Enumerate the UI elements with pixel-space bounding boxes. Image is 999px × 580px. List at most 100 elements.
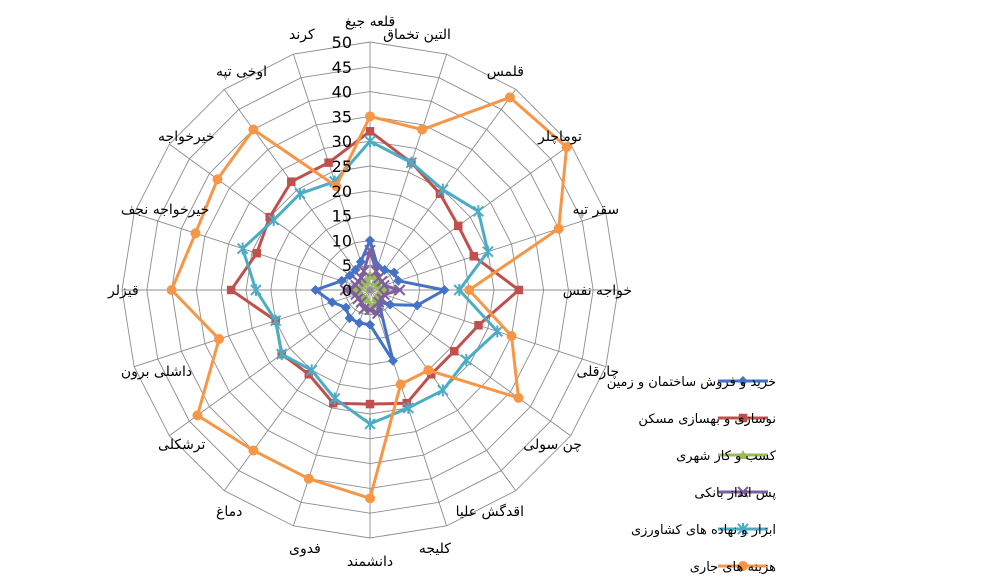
tick-label: 5 <box>342 256 352 275</box>
legend-item: نوسازی و بهسازی مسکن <box>638 412 776 427</box>
legend-item: هزینه های جاری <box>690 560 776 575</box>
category-label: سقر تپه <box>573 202 620 218</box>
data-point <box>402 401 415 414</box>
data-point <box>226 285 236 295</box>
data-point <box>355 272 367 284</box>
data-point <box>250 284 262 296</box>
tick-label: 40 <box>332 83 352 102</box>
grid-spoke <box>369 143 571 291</box>
data-point <box>553 223 564 234</box>
series-line <box>170 95 569 500</box>
data-point <box>738 561 748 571</box>
category-label: خیرخواجه نجف <box>121 202 209 218</box>
legend-label: پس انداز بانکی <box>694 486 776 501</box>
category-label: کلیجه <box>419 541 451 557</box>
data-point <box>371 307 384 320</box>
data-point <box>405 156 418 169</box>
tick-label: 35 <box>332 107 352 126</box>
data-point <box>491 325 504 338</box>
data-point <box>378 279 390 292</box>
data-point <box>267 214 280 227</box>
data-point <box>454 221 463 231</box>
category-label: خواجه نفس <box>563 283 632 299</box>
data-point <box>365 493 375 504</box>
data-point <box>379 264 390 275</box>
series-5 <box>236 135 504 430</box>
category-label: داشلی برون <box>121 364 192 380</box>
data-point <box>364 135 376 148</box>
radar-series <box>166 92 572 504</box>
data-point <box>340 302 351 313</box>
data-point <box>417 124 428 135</box>
data-point <box>513 392 524 403</box>
tick-label: 25 <box>332 157 352 176</box>
data-point <box>212 174 223 185</box>
data-point <box>192 410 203 421</box>
data-point <box>190 228 201 239</box>
grid-spoke <box>292 53 371 291</box>
category-label: چن سولی <box>523 437 582 453</box>
data-point <box>358 265 370 277</box>
data-point <box>364 417 376 430</box>
category-label: قلعه جیغ <box>345 14 395 30</box>
grid-spoke <box>133 212 371 291</box>
legend-item: پس انداز بانکی <box>694 486 776 501</box>
tick-label: 20 <box>332 182 352 201</box>
data-point <box>365 235 375 246</box>
data-point <box>294 187 306 200</box>
data-point <box>439 285 450 295</box>
legend-label: خرید و فروش ساختمان و زمین <box>607 375 776 390</box>
data-point <box>469 252 479 261</box>
legend-label: ابزار و نهاده های کشاورزی <box>631 523 776 538</box>
legend-item: خرید و فروش ساختمان و زمین <box>607 375 776 390</box>
data-point <box>514 285 524 295</box>
category-label: قیزلر <box>107 283 139 299</box>
data-point <box>365 319 375 330</box>
data-point <box>482 245 494 258</box>
data-point <box>287 177 296 186</box>
data-point <box>365 399 375 409</box>
data-point <box>310 285 321 295</box>
category-label: التین تخماق <box>383 27 451 43</box>
data-point <box>737 486 749 498</box>
data-point <box>370 293 381 303</box>
data-point <box>738 413 748 423</box>
data-point <box>365 111 375 122</box>
data-point <box>350 264 361 275</box>
data-point <box>395 379 406 390</box>
legend-item: کسب و کار شهری <box>676 449 777 464</box>
data-point <box>236 242 249 255</box>
category-label: اقدگش علیا <box>456 503 524 520</box>
data-point <box>393 275 404 286</box>
data-point <box>472 205 485 218</box>
data-point <box>506 330 517 341</box>
data-point <box>394 284 406 296</box>
data-point <box>354 318 365 329</box>
data-point <box>450 346 459 356</box>
tick-label: 30 <box>332 132 352 151</box>
category-label: فدوی <box>289 541 321 557</box>
data-point <box>336 275 347 286</box>
category-label: ترشکلی <box>158 437 205 453</box>
data-point <box>305 364 318 377</box>
data-point <box>331 181 342 192</box>
category-label: قلمس <box>487 64 524 80</box>
data-point <box>453 284 465 296</box>
tick-label: 45 <box>332 58 352 77</box>
data-point <box>303 473 314 484</box>
data-point <box>561 142 572 153</box>
data-point <box>350 288 362 301</box>
data-point <box>504 92 515 103</box>
data-point <box>166 285 177 295</box>
category-label: کرند <box>289 27 315 43</box>
data-point <box>248 124 259 135</box>
legend-label: کسب و کار شهری <box>676 449 777 464</box>
data-point <box>464 285 475 295</box>
data-point <box>248 445 259 456</box>
data-point <box>344 270 355 281</box>
data-point <box>370 265 382 277</box>
data-point <box>327 297 338 308</box>
data-point <box>423 365 434 376</box>
